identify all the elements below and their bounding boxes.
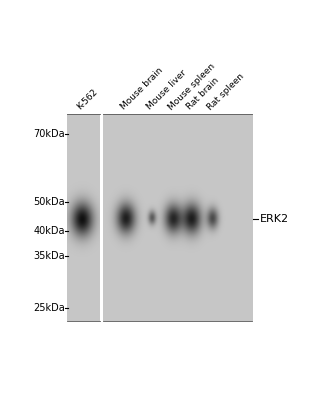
Text: 40kDa: 40kDa [33, 226, 65, 236]
Text: Mouse brain: Mouse brain [119, 66, 165, 112]
Text: ERK2: ERK2 [259, 214, 289, 224]
Bar [100, 114, 103, 320]
Text: K-562: K-562 [75, 88, 100, 112]
Text: 50kDa: 50kDa [33, 197, 65, 207]
Text: Mouse liver: Mouse liver [145, 68, 188, 112]
Text: Mouse spleen: Mouse spleen [166, 62, 216, 112]
Text: 25kDa: 25kDa [33, 303, 65, 313]
Text: 35kDa: 35kDa [33, 251, 65, 261]
Bar [67, 114, 100, 320]
Text: Rat brain: Rat brain [185, 76, 220, 112]
Text: 70kDa: 70kDa [33, 129, 65, 139]
Text: Rat spleen: Rat spleen [206, 72, 246, 112]
Bar [103, 114, 252, 320]
